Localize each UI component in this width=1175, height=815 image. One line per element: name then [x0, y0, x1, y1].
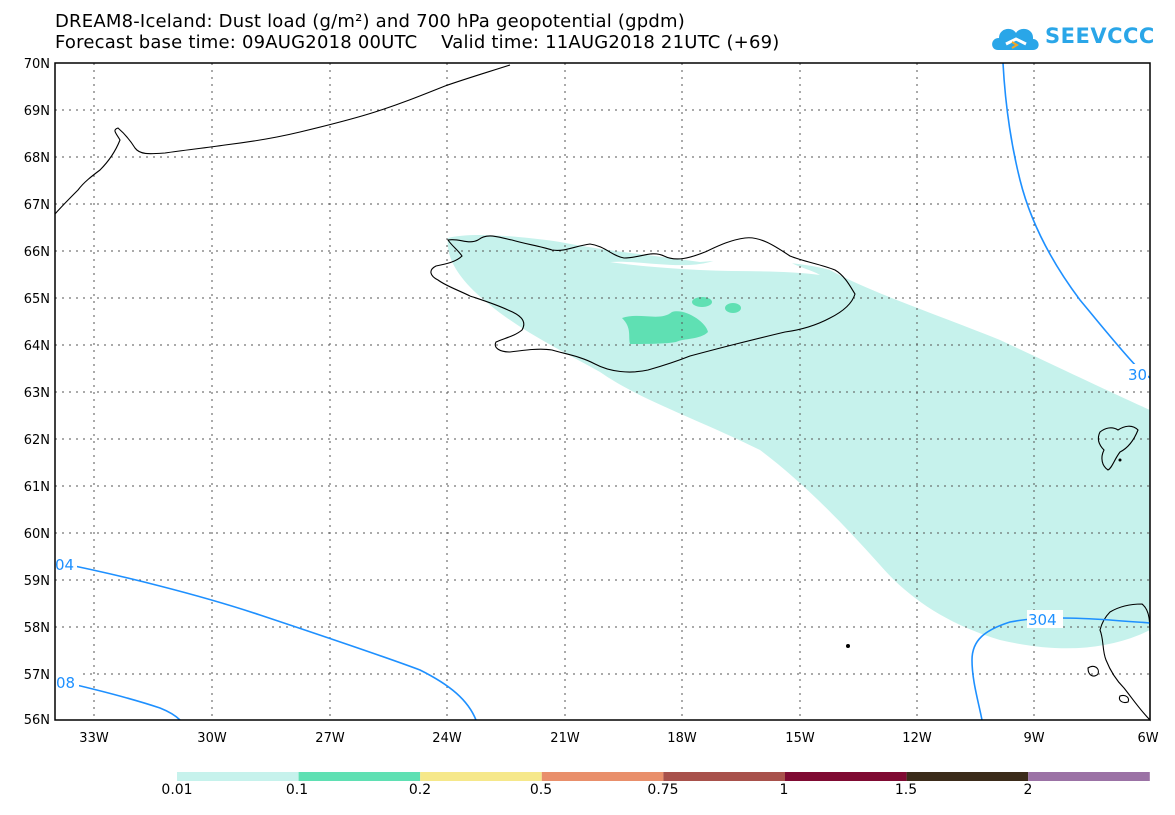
cloud-icon: [992, 28, 1039, 50]
lat-label: 57N: [24, 668, 50, 683]
greenland-coast: [54, 64, 511, 215]
lat-axis: 70N 69N 68N 67N 66N 65N 64N 63N 62N 61N …: [24, 57, 50, 728]
contour-label: 04: [55, 556, 74, 574]
lat-label: 67N: [24, 198, 50, 213]
logo-text: SEEVCCC: [1045, 24, 1155, 48]
lon-label: 24W: [432, 731, 462, 746]
colorbar-swatch: [663, 772, 785, 781]
lat-label: 68N: [24, 151, 50, 166]
colorbar-label: 0.5: [529, 782, 553, 798]
contour-304-se: [971, 617, 1151, 721]
lon-label: 15W: [785, 731, 815, 746]
scotland-coast: [1099, 603, 1151, 722]
faroe-coast: [1097, 425, 1139, 471]
dust-plume-low: [447, 235, 1151, 649]
iceland-coast: [430, 235, 856, 373]
colorbar-label: 0.01: [161, 782, 193, 798]
lat-label: 69N: [24, 104, 50, 119]
lat-label: 59N: [24, 574, 50, 589]
lat-label: 60N: [24, 527, 50, 542]
map-title: DREAM8-Iceland: Dust load (g/m²) and 700…: [55, 11, 685, 32]
contour-label: 08: [56, 674, 75, 692]
colorbar-label: 1: [779, 782, 789, 798]
colorbar-label: 0.1: [285, 782, 309, 798]
lon-label: 12W: [902, 731, 932, 746]
colorbar-label: 0.75: [647, 782, 679, 798]
contour-306: [1002, 62, 1151, 379]
contour-label: 30: [1128, 366, 1147, 384]
lat-label: 70N: [24, 57, 50, 72]
grid: [55, 63, 1150, 720]
colorbar-swatch: [298, 772, 421, 781]
colorbar-swatch: [420, 772, 542, 781]
colorbar-swatch: [541, 772, 664, 781]
lon-label: 6W: [1137, 731, 1158, 746]
lon-label: 33W: [79, 731, 109, 746]
dust-patch: [692, 297, 712, 307]
coastlines: [54, 64, 1151, 722]
contour-304-sw: [54, 561, 477, 721]
map-subtitle: Forecast base time: 09AUG2018 00UTC Vali…: [55, 32, 780, 53]
lat-label: 56N: [24, 713, 50, 728]
lon-label: 27W: [315, 731, 345, 746]
lon-axis: 33W 30W 27W 24W 21W 18W 15W 12W 9W 6W: [79, 731, 1158, 746]
dust-patch: [725, 303, 741, 313]
lon-label: 21W: [550, 731, 580, 746]
lat-label: 66N: [24, 245, 50, 260]
lat-label: 58N: [24, 621, 50, 636]
colorbar: [177, 772, 1150, 781]
lon-label: 9W: [1023, 731, 1044, 746]
lon-label: 18W: [667, 731, 697, 746]
lat-label: 63N: [24, 386, 50, 401]
colorbar-label: 2: [1023, 782, 1033, 798]
lat-label: 62N: [24, 433, 50, 448]
lat-label: 64N: [24, 339, 50, 354]
contour-label: 304: [1028, 611, 1057, 629]
colorbar-swatch: [1028, 772, 1150, 781]
lon-label: 30W: [197, 731, 227, 746]
colorbar-swatch: [906, 772, 1029, 781]
geopotential-contours: [54, 62, 1151, 721]
contour-308: [54, 679, 181, 721]
colorbar-swatch: [785, 772, 907, 781]
colorbar-label: 1.5: [894, 782, 918, 798]
dust-plume-mid: [622, 311, 708, 344]
colorbar-label: 0.2: [408, 782, 432, 798]
lat-label: 61N: [24, 480, 50, 495]
colorbar-swatch: [177, 772, 299, 781]
lat-label: 65N: [24, 292, 50, 307]
